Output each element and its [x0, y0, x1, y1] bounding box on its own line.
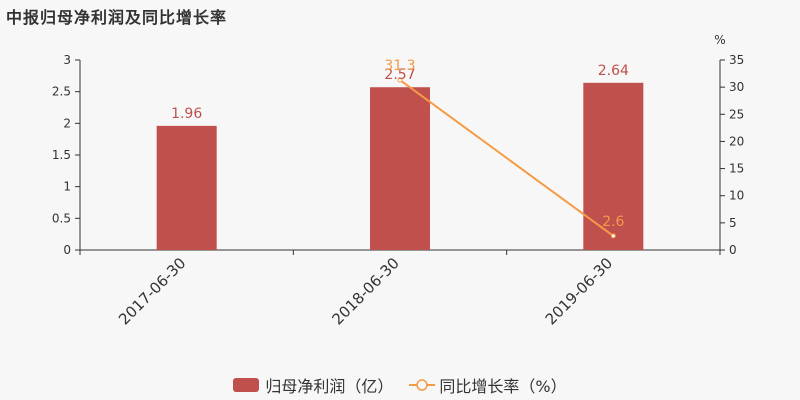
- legend-item-profit[interactable]: 归母净利润（亿）: [233, 373, 393, 397]
- legend-label-growth: 同比增长率（%）: [439, 377, 567, 396]
- legend-label-profit: 归母净利润（亿）: [265, 377, 394, 396]
- line-point: [397, 77, 403, 83]
- x-tick-label: 2018-06-30: [328, 254, 402, 328]
- bar: [370, 87, 430, 250]
- y-left-tick-label: 0.5: [52, 211, 71, 225]
- line-series: [397, 77, 616, 239]
- growth-line: [399, 79, 614, 237]
- legend-bar-swatch: [233, 378, 260, 392]
- y-right-tick-label: 35: [729, 53, 744, 67]
- chart-title: 中报归母净利润及同比增长率: [6, 8, 228, 27]
- x-tick-label: 2019-06-30: [542, 254, 616, 328]
- bar-value-label: 2.57: [384, 67, 415, 83]
- y-left-tick-label: 1.5: [52, 148, 71, 162]
- x-tick-label: 2017-06-30: [115, 254, 189, 328]
- y-left-tick-label: 3: [63, 53, 71, 67]
- data-labels: 1.96 2.57 2.64 31.3 2.6: [171, 58, 629, 230]
- legend: 归母净利润（亿） 同比增长率（%）: [0, 373, 800, 397]
- bar-series: [156, 82, 644, 250]
- y-left-tick-label: 2.5: [52, 85, 71, 99]
- y-right-tick-label: 10: [729, 189, 744, 203]
- y-right-tick-label: 5: [729, 216, 737, 230]
- bar-value-label: 2.64: [598, 63, 629, 79]
- y-right-tick-label: 0: [729, 243, 737, 257]
- y-right-tick-label: 25: [729, 107, 744, 121]
- line-value-label: 2.6: [602, 214, 624, 230]
- y-right-tick-label: 15: [729, 162, 744, 176]
- y-right-tick-label: 20: [729, 134, 744, 148]
- y-right-tick-label: 30: [729, 80, 744, 94]
- y-left-tick-label: 0: [63, 243, 71, 257]
- line-value-label: 31.3: [384, 58, 415, 74]
- legend-item-growth[interactable]: 同比增长率（%）: [409, 373, 567, 397]
- bar: [156, 125, 217, 250]
- line-point: [610, 233, 616, 239]
- y-left-tick-label: 1: [63, 180, 71, 194]
- y-right-unit-label: %: [714, 33, 725, 47]
- bar-value-label: 1.96: [171, 106, 202, 122]
- y-left-tick-label: 2: [63, 116, 71, 130]
- legend-line-swatch: [409, 379, 436, 391]
